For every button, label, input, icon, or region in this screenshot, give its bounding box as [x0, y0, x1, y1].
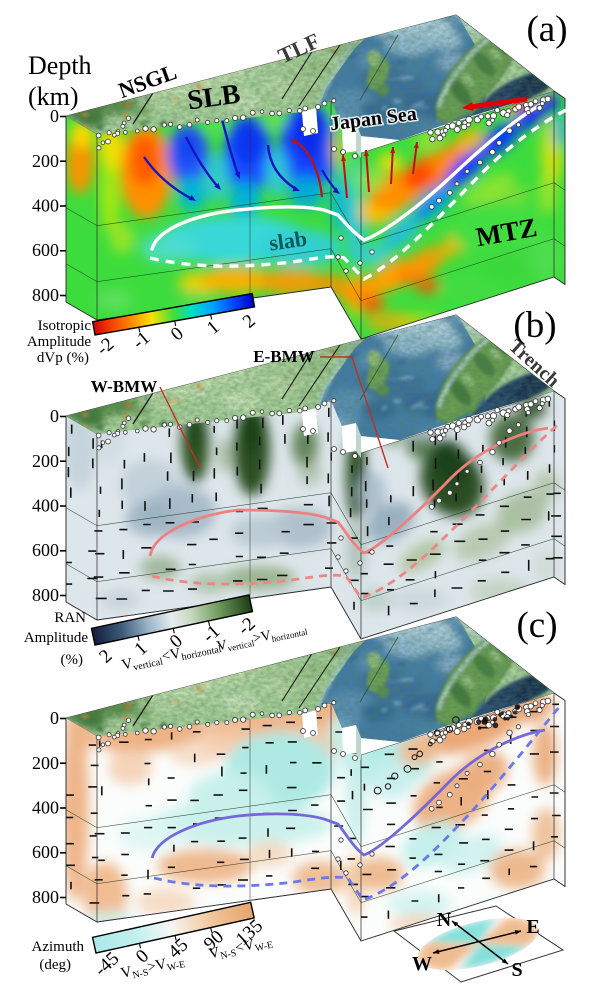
svg-text:600: 600	[32, 540, 59, 560]
svg-text:0: 0	[50, 708, 59, 728]
svg-text:Amplitude: Amplitude	[24, 630, 89, 646]
svg-text:W-BMW: W-BMW	[91, 377, 157, 396]
svg-text:RAN: RAN	[54, 610, 86, 626]
svg-text:800: 800	[32, 585, 59, 605]
svg-text:Depth: Depth	[28, 51, 92, 80]
svg-text:(c): (c)	[516, 605, 557, 646]
svg-text:(b): (b)	[513, 305, 556, 346]
svg-text:600: 600	[32, 842, 59, 862]
svg-text:(%): (%)	[61, 652, 84, 668]
svg-text:Isotropic: Isotropic	[38, 318, 92, 334]
svg-text:(a): (a)	[526, 9, 567, 50]
svg-text:200: 200	[32, 151, 59, 171]
svg-text:800: 800	[32, 285, 59, 305]
svg-text:Amplitude: Amplitude	[27, 334, 92, 350]
svg-text:slab: slab	[267, 226, 308, 256]
svg-text:800: 800	[32, 887, 59, 907]
svg-text:200: 200	[32, 451, 59, 471]
svg-text:200: 200	[32, 753, 59, 773]
svg-text:400: 400	[32, 196, 59, 216]
svg-text:dVp (%): dVp (%)	[37, 350, 89, 366]
svg-text:400: 400	[32, 496, 59, 516]
svg-text:S: S	[511, 959, 522, 981]
svg-text:0: 0	[50, 406, 59, 426]
svg-text:(deg): (deg)	[39, 957, 71, 973]
svg-text:E-BMW: E-BMW	[253, 347, 314, 366]
svg-text:(km): (km)	[28, 82, 79, 111]
svg-text:E: E	[526, 916, 539, 938]
svg-text:W: W	[412, 953, 432, 975]
svg-text:Azimuth: Azimuth	[32, 939, 85, 955]
svg-text:0: 0	[50, 106, 59, 126]
svg-text:400: 400	[32, 798, 59, 818]
svg-text:600: 600	[32, 240, 59, 260]
svg-text:SLB: SLB	[185, 79, 242, 117]
svg-text:N: N	[437, 909, 452, 931]
